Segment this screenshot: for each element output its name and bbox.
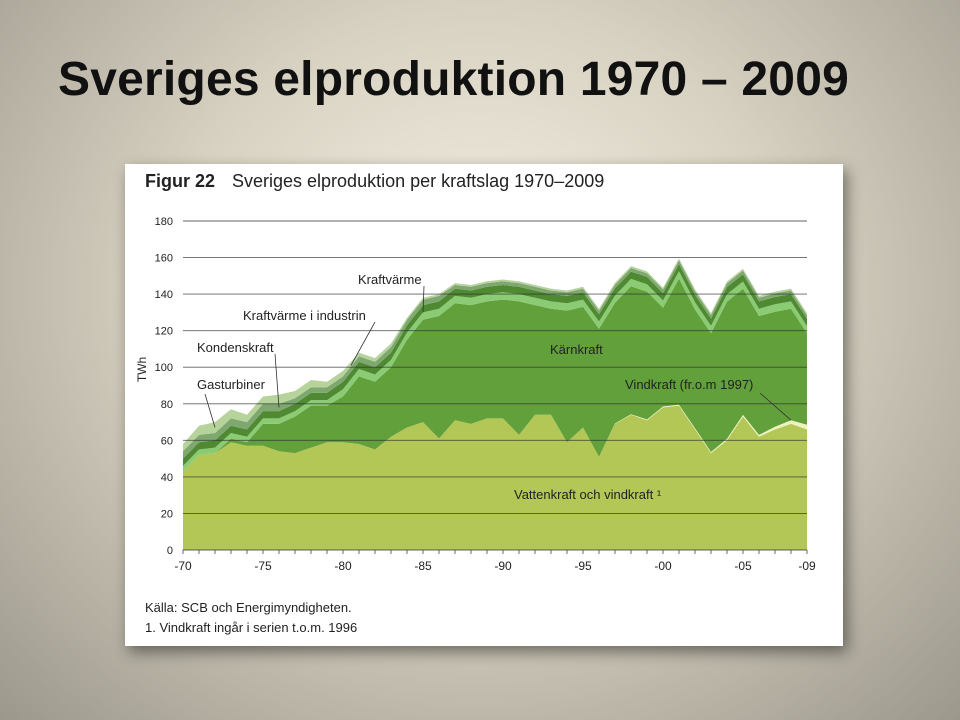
- annotation-leader: [274, 353, 280, 408]
- area-series-3: [183, 271, 807, 472]
- annotation-label: Gasturbiner: [197, 377, 266, 392]
- y-tick-label: 60: [161, 435, 173, 447]
- x-tick-label: -09: [798, 559, 816, 573]
- y-tick-label: 180: [155, 216, 173, 228]
- x-tick-label: -80: [334, 559, 352, 573]
- annotation-label: Kraftvärme: [358, 272, 422, 287]
- annotation-label: Kondenskraft: [197, 340, 274, 355]
- annotation-label: Vattenkraft och vindkraft ¹: [514, 487, 662, 502]
- y-tick-label: 160: [155, 253, 173, 265]
- annotation-label: Vindkraft (fr.o.m 1997): [625, 377, 753, 392]
- y-tick-label: 120: [155, 326, 173, 338]
- slide-title: Sveriges elproduktion 1970 – 2009: [58, 53, 849, 106]
- annotation-leader: [422, 285, 425, 313]
- y-tick-label: 20: [161, 508, 173, 520]
- chart-svg: Figur 22 Sveriges elproduktion per kraft…: [135, 171, 816, 635]
- x-tick-label: -05: [734, 559, 752, 573]
- y-tick-label: 80: [161, 399, 173, 411]
- annotation-label: Kärnkraft: [550, 342, 603, 357]
- x-tick-label: -90: [494, 559, 512, 573]
- y-tick-label: 0: [167, 545, 173, 557]
- y-tick-label: 140: [155, 289, 173, 301]
- figure-card: Figur 22 Sveriges elproduktion per kraft…: [125, 164, 843, 646]
- annotation-leader: [204, 393, 216, 428]
- annotation-leader: [350, 321, 376, 366]
- y-tick-label: 40: [161, 472, 173, 484]
- figure-label: Figur 22: [145, 171, 215, 191]
- annotation-label: Kraftvärme i industrin: [243, 308, 366, 323]
- y-tick-label: 100: [155, 362, 173, 374]
- annotation-leader: [759, 392, 792, 421]
- y-axis-label: TWh: [135, 357, 149, 382]
- area-series-0: [183, 405, 807, 550]
- footnote: 1. Vindkraft ingår i serien t.o.m. 1996: [145, 620, 357, 635]
- x-tick-label: -95: [574, 559, 592, 573]
- x-tick-label: -00: [654, 559, 672, 573]
- x-tick-label: -70: [174, 559, 192, 573]
- area-series-4: [183, 264, 807, 466]
- x-tick-label: -75: [254, 559, 272, 573]
- figure-title: Sveriges elproduktion per kraftslag 1970…: [232, 171, 604, 191]
- source-note: Källa: SCB och Energimyndigheten.: [145, 600, 352, 615]
- area-series-2: [183, 278, 807, 472]
- x-tick-label: -85: [414, 559, 432, 573]
